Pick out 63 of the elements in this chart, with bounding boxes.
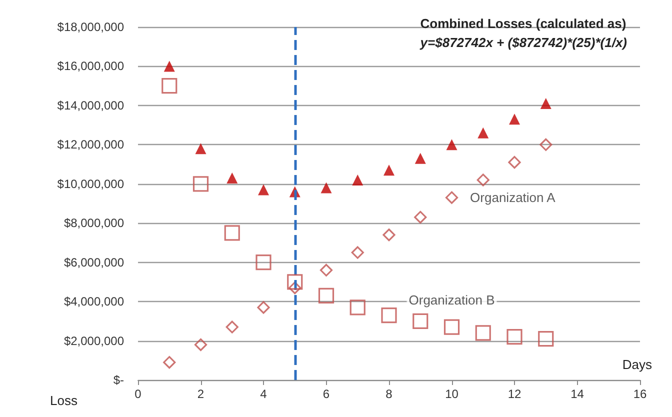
point bbox=[192, 176, 209, 192]
point bbox=[446, 139, 458, 150]
point bbox=[287, 274, 303, 290]
y-tick-label: $- bbox=[113, 373, 124, 387]
point bbox=[414, 210, 427, 224]
x-tick-label: 2 bbox=[197, 387, 204, 401]
x-tick-label: 8 bbox=[386, 387, 393, 401]
x-tick-label: 12 bbox=[508, 387, 522, 401]
point bbox=[164, 60, 175, 72]
point bbox=[195, 143, 206, 154]
point bbox=[381, 307, 397, 324]
y-tick-label: $10,000,000 bbox=[57, 176, 124, 191]
point bbox=[475, 325, 491, 341]
point bbox=[384, 164, 394, 176]
y-tick-label: $8,000,000 bbox=[64, 216, 124, 230]
point bbox=[382, 228, 396, 242]
point bbox=[444, 319, 460, 335]
x-tick-label: 6 bbox=[322, 387, 330, 401]
x-axis-title: Days bbox=[622, 357, 652, 372]
point bbox=[414, 152, 426, 164]
series-label: Organization A bbox=[470, 190, 556, 206]
point bbox=[162, 78, 178, 94]
point bbox=[478, 127, 489, 138]
point bbox=[538, 331, 554, 347]
x-tick-label: 4 bbox=[260, 387, 268, 401]
point bbox=[224, 225, 240, 241]
point bbox=[256, 254, 272, 270]
point bbox=[350, 300, 366, 316]
x-tick-label: 10 bbox=[445, 387, 459, 401]
y-tick-label: $14,000,000 bbox=[57, 98, 124, 112]
point bbox=[163, 356, 176, 369]
chart-title: Combined Losses (calculated as) bbox=[420, 16, 626, 31]
point bbox=[412, 313, 428, 329]
point bbox=[509, 114, 520, 125]
x-tick-label: 16 bbox=[633, 387, 647, 401]
y-tick-label: $4,000,000 bbox=[64, 294, 124, 309]
y-axis-title: Loss bbox=[50, 393, 78, 408]
x-tick-label: 14 bbox=[570, 387, 584, 401]
point bbox=[476, 174, 490, 186]
point bbox=[226, 320, 238, 334]
y-tick-label: $12,000,000 bbox=[57, 138, 124, 152]
point bbox=[445, 191, 458, 204]
y-tick-label: $2,000,000 bbox=[64, 334, 124, 348]
point bbox=[508, 156, 521, 169]
point bbox=[288, 282, 302, 294]
point bbox=[320, 182, 332, 194]
point bbox=[226, 172, 238, 184]
point bbox=[351, 246, 364, 259]
point bbox=[194, 338, 208, 351]
point bbox=[257, 301, 270, 314]
y-tick-label: $16,000,000 bbox=[57, 59, 124, 74]
point bbox=[320, 264, 333, 276]
y-tick-label: $18,000,000 bbox=[57, 20, 124, 34]
x-tick-label: 0 bbox=[134, 387, 142, 401]
point bbox=[506, 329, 522, 345]
text: y=$872742x + ($872742)*(25)*(1/x) bbox=[419, 35, 628, 50]
series-label: Organization B bbox=[408, 292, 495, 308]
point bbox=[318, 288, 334, 304]
point bbox=[540, 98, 552, 109]
y-tick-label: $6,000,000 bbox=[64, 255, 124, 270]
point bbox=[352, 174, 364, 186]
point bbox=[540, 138, 552, 151]
point bbox=[258, 184, 269, 196]
